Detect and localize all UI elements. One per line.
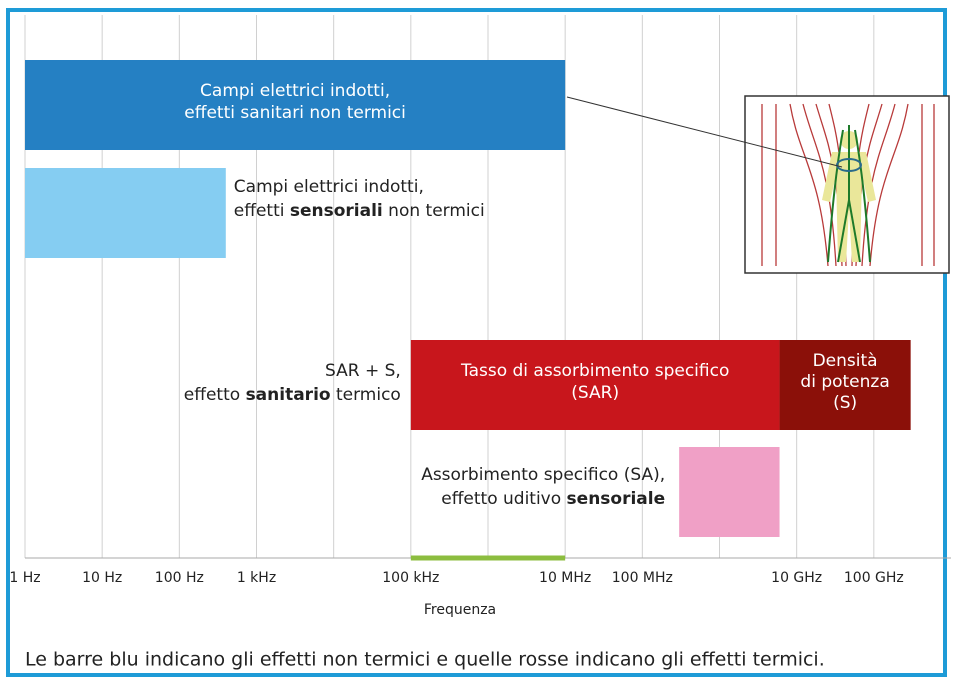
label-segment: (S) xyxy=(833,393,857,413)
label-segment: (SAR) xyxy=(571,383,619,403)
bar-label: effetti sanitari non termici xyxy=(184,103,406,123)
label-segment: non termici xyxy=(383,201,485,221)
label-segment: effetto uditivo xyxy=(441,489,566,509)
x-tick-label: 100 kHz xyxy=(382,570,439,586)
x-tick-label: 1 Hz xyxy=(9,570,40,586)
bar-label: Campi elettrici indotti, xyxy=(200,81,390,101)
bar-label: effetti sensoriali non termici xyxy=(234,201,485,221)
label-segment: sensoriali xyxy=(290,201,383,221)
label-segment: Campi elettrici indotti, xyxy=(234,177,424,197)
bar-label: (SAR) xyxy=(571,383,619,403)
x-axis-label: Frequenza xyxy=(424,602,496,618)
chart: 1 Hz 10 Hz 100 Hz 1 kHz 100 kHz 10 MHz 100 MHz… xyxy=(0,0,953,679)
label-segment: effetto xyxy=(184,385,246,405)
label-segment: di potenza xyxy=(800,372,889,392)
x-tick-label: 100 Hz xyxy=(155,570,204,586)
label-segment: SAR + S, xyxy=(325,361,401,381)
bar-label: effetto uditivo sensoriale xyxy=(441,489,665,509)
label-segment: Tasso di assorbimento specifico xyxy=(460,361,729,381)
x-tick-label: 10 Hz xyxy=(82,570,122,586)
field-illustration xyxy=(745,96,949,273)
label-segment: effetti sanitari non termici xyxy=(184,103,406,123)
x-tick-label: 10 GHz xyxy=(771,570,822,586)
x-tick-label: 10 MHz xyxy=(539,570,591,586)
label-segment: sanitario xyxy=(246,385,331,405)
bar xyxy=(679,447,779,537)
x-tick-label: 100 MHz xyxy=(612,570,673,586)
label-segment: effetti xyxy=(234,201,290,221)
x-tick-label: 1 kHz xyxy=(237,570,276,586)
bar-label: Campi elettrici indotti, xyxy=(234,177,424,197)
label-segment: Assorbimento specifico (SA), xyxy=(421,465,665,485)
bar-label: (S) xyxy=(833,393,857,413)
label-segment: sensoriale xyxy=(567,489,666,509)
caption: Le barre blu indicano gli effetti non te… xyxy=(25,649,825,671)
label-segment: termico xyxy=(331,385,401,405)
bar-label: Tasso di assorbimento specifico xyxy=(460,361,729,381)
bar-label: Densità xyxy=(813,351,878,371)
bar-label: SAR + S, xyxy=(325,361,401,381)
bar-label: di potenza xyxy=(800,372,889,392)
bar-label: Assorbimento specifico (SA), xyxy=(421,465,665,485)
bar xyxy=(25,168,226,258)
label-segment: Campi elettrici indotti, xyxy=(200,81,390,101)
label-segment: Densità xyxy=(813,351,878,371)
bar-label: effetto sanitario termico xyxy=(184,385,401,405)
x-tick-label: 100 GHz xyxy=(844,570,904,586)
